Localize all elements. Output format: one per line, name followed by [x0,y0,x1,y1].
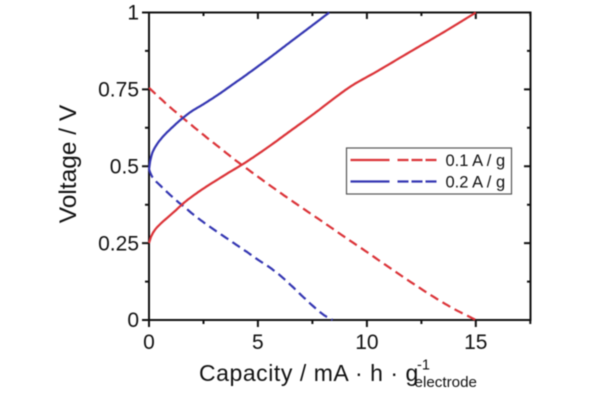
svg-text:1: 1 [127,2,139,25]
svg-text:electrode: electrode [415,374,477,391]
svg-text:0.25: 0.25 [98,232,139,255]
svg-text:0.2 A / g: 0.2 A / g [446,173,506,191]
svg-text:10: 10 [355,331,378,354]
svg-text:0: 0 [143,331,155,354]
svg-text:0.5: 0.5 [110,155,139,178]
svg-text:Voltage / V: Voltage / V [55,104,82,223]
svg-text:5: 5 [252,331,264,354]
svg-text:Capacity / mA · h · g: Capacity / mA · h · g [199,360,419,386]
svg-text:0.1 A / g: 0.1 A / g [446,152,506,170]
svg-text:-1: -1 [417,358,430,374]
svg-text:0.75: 0.75 [98,79,139,102]
svg-text:15: 15 [464,331,487,354]
svg-text:0: 0 [127,309,139,332]
